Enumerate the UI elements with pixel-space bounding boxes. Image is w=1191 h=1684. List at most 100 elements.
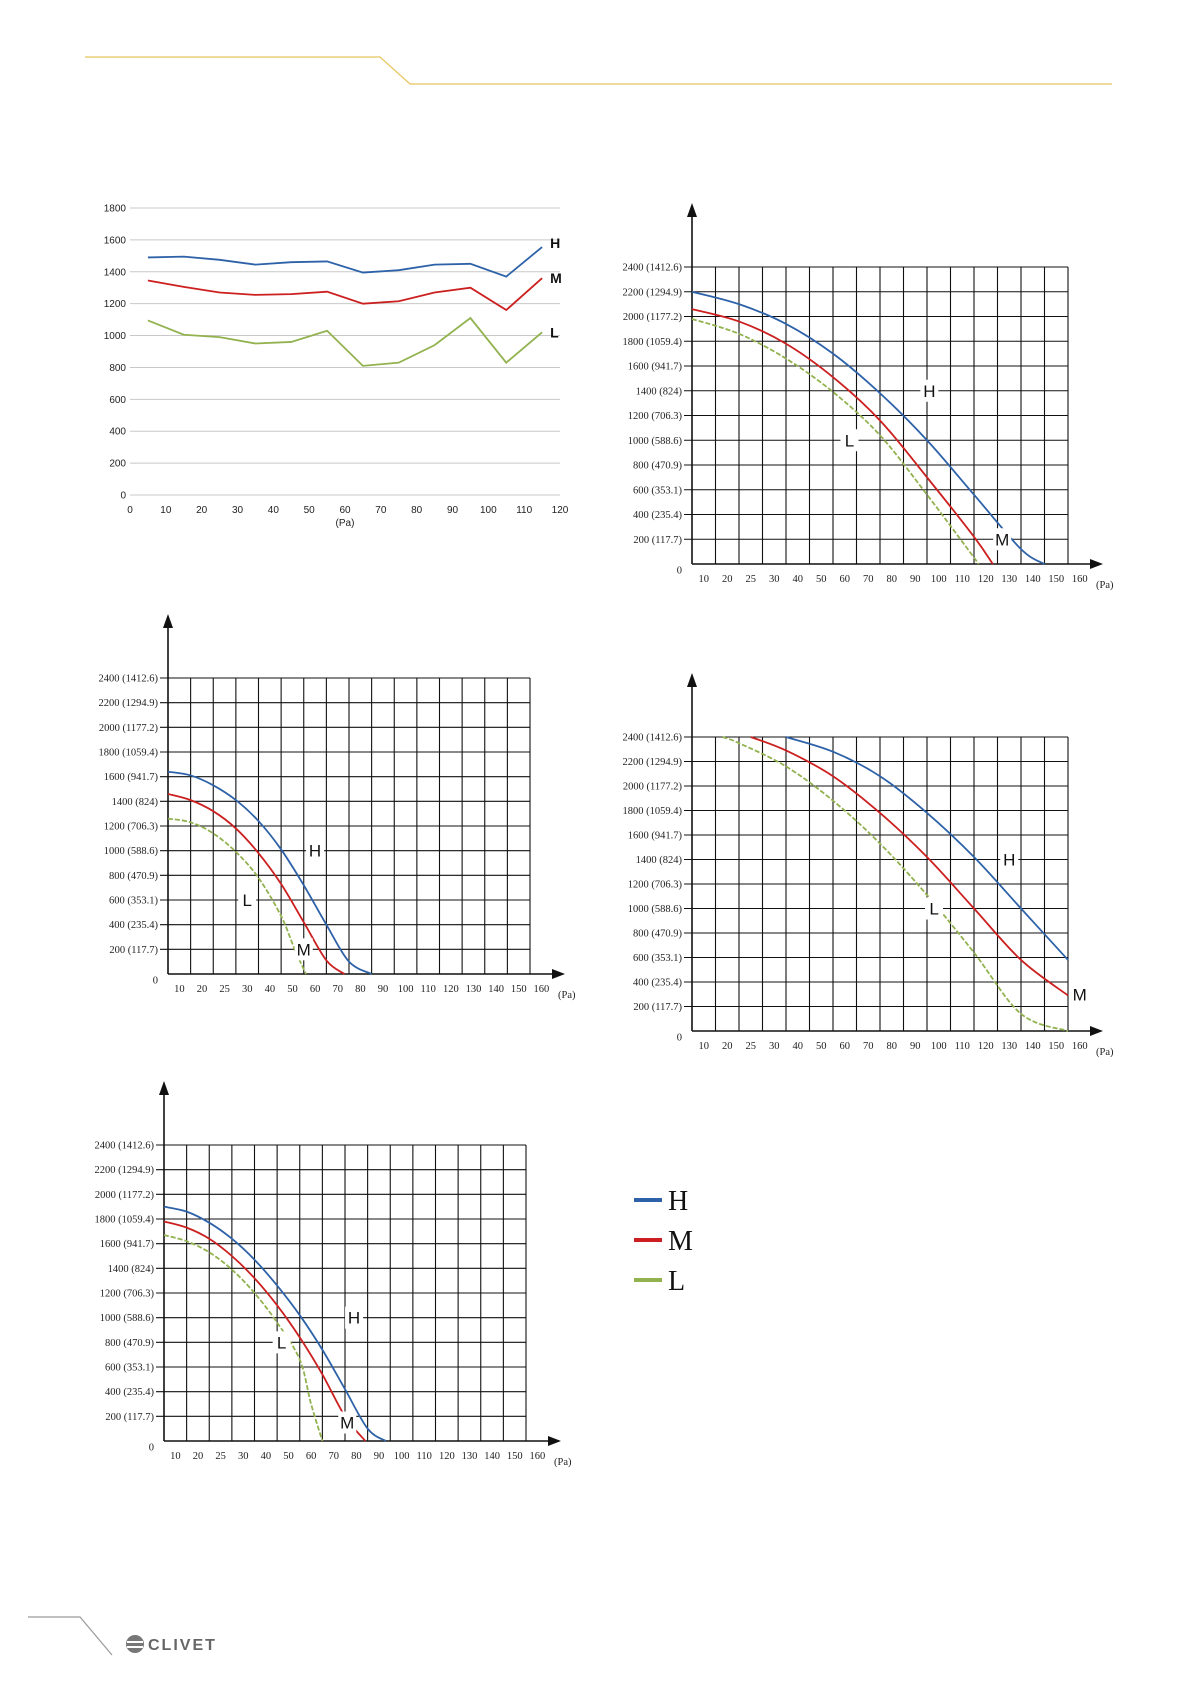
y-tick-label: 1600 (941.7)	[628, 831, 683, 842]
x-tick-label: 110	[421, 984, 436, 995]
annotation-backdrop	[345, 1306, 364, 1329]
y-tick-label: 1200	[104, 299, 127, 310]
x-tick-label: 130	[1001, 1041, 1017, 1052]
series-curve-m	[750, 736, 1069, 997]
y-tick-label: 0	[677, 1033, 682, 1044]
series-line-h	[147, 246, 543, 278]
y-tick-label: 1800 (1059.4)	[623, 806, 683, 817]
curve-label-m: M	[340, 1414, 354, 1433]
x-tick-label: 110	[417, 1451, 432, 1462]
x-tick-label: 60	[306, 1451, 317, 1462]
x-axis-arrow-icon	[548, 1436, 561, 1446]
x-tick-label: 70	[863, 574, 874, 585]
x-tick-label: 70	[328, 1451, 339, 1462]
x-tick-label: 50	[304, 505, 316, 516]
y-tick-label: 1000 (588.6)	[104, 846, 159, 857]
y-axis-arrow-icon	[163, 614, 173, 628]
y-tick-label: 400 (235.4)	[109, 920, 158, 931]
x-tick-label: 80	[351, 1451, 362, 1462]
series-curve-h	[691, 290, 1045, 565]
x-axis-arrow-icon	[552, 969, 565, 979]
footer-decoration: CLIVET	[28, 1616, 215, 1656]
x-tick-label: 25	[215, 1451, 226, 1462]
series-line-l	[147, 316, 543, 367]
x-axis-label: (Pa)	[554, 1457, 572, 1468]
annotation-backdrop	[920, 379, 939, 402]
y-tick-label: 1800	[104, 204, 127, 215]
x-tick-label: 0	[127, 505, 133, 516]
y-tick-label: 400 (235.4)	[105, 1387, 154, 1398]
airflow-chart-5: 0 200 (117.7) 400 (235.4) 600 (353.1) 800 (4…	[95, 1081, 572, 1468]
curve-label-h: H	[348, 1309, 360, 1328]
y-tick-label: 1000 (588.6)	[628, 904, 683, 915]
x-tick-label: 110	[955, 574, 970, 585]
clivet-logo-icon	[126, 1635, 144, 1653]
x-tick-label: 100	[931, 1041, 947, 1052]
x-tick-label: 25	[746, 1041, 757, 1052]
x-tick-label: 100	[394, 1451, 410, 1462]
x-axis-label: (Pa)	[1096, 580, 1114, 591]
x-tick-label: 90	[378, 984, 389, 995]
x-tick-label: 100	[398, 984, 414, 995]
x-tick-label: 30	[242, 984, 253, 995]
x-tick-label: 30	[232, 505, 244, 516]
y-tick-label: 1400	[104, 267, 127, 278]
curve-label-h: H	[309, 842, 321, 861]
x-tick-label: 40	[268, 505, 280, 516]
x-tick-label: 70	[332, 984, 343, 995]
y-tick-label: 800	[109, 363, 126, 374]
x-tick-label: 20	[722, 1041, 733, 1052]
curve-label-m: M	[995, 530, 1009, 549]
x-tick-label: 40	[261, 1451, 272, 1462]
x-tick-label: 120	[978, 574, 994, 585]
airflow-chart-1: 0 200 400 600 800 1000 1200 1400 1600 1800 0 10 20 30…	[104, 204, 569, 530]
x-tick-label: 30	[238, 1451, 249, 1462]
annotation-backdrop	[925, 897, 944, 920]
curve-label-h: H	[923, 382, 935, 401]
x-tick-label: 25	[219, 984, 230, 995]
x-tick-label: 110	[516, 505, 532, 516]
series-curve-m	[167, 793, 346, 975]
y-tick-label: 2400 (1412.6)	[623, 733, 683, 744]
x-tick-label: 150	[507, 1451, 523, 1462]
x-tick-label: 25	[746, 574, 757, 585]
x-tick-label: 160	[529, 1451, 545, 1462]
x-tick-label: 10	[160, 505, 172, 516]
y-tick-label: 1600	[104, 235, 127, 246]
x-axis-arrow-icon	[1090, 559, 1103, 569]
y-tick-label: 1800 (1059.4)	[623, 337, 683, 348]
x-tick-label: 120	[552, 505, 569, 516]
series-curve-h	[163, 1205, 387, 1442]
series-curve-l	[691, 318, 980, 565]
y-tick-label: 1200 (706.3)	[628, 411, 683, 422]
x-tick-label: 90	[910, 574, 921, 585]
x-tick-label: 20	[196, 505, 208, 516]
curve-label-h: H	[1003, 851, 1015, 870]
legend-label-h: H	[668, 1186, 688, 1217]
y-tick-label: 1800 (1059.4)	[99, 748, 159, 759]
y-tick-label: 1400 (824)	[112, 797, 159, 808]
x-tick-label: 10	[174, 984, 185, 995]
y-tick-label: 1000 (588.6)	[628, 436, 683, 447]
x-tick-label: 150	[1048, 1041, 1064, 1052]
x-axis-label: (Pa)	[1096, 1047, 1114, 1058]
x-tick-label: 140	[1025, 1041, 1041, 1052]
curve-label-m: M	[1073, 985, 1087, 1004]
x-tick-label: 90	[447, 505, 459, 516]
y-axis-arrow-icon	[159, 1081, 169, 1095]
x-tick-label: 40	[793, 1041, 804, 1052]
airflow-chart-2: 0 200 (117.7) 400 (235.4) 600 (353.1) 800 (4…	[623, 203, 1114, 591]
y-tick-label: 1200 (706.3)	[100, 1289, 155, 1300]
x-tick-label: 160	[533, 984, 549, 995]
y-tick-label: 200 (117.7)	[109, 945, 158, 956]
x-tick-label: 60	[840, 574, 851, 585]
y-tick-label: 2200 (1294.9)	[99, 698, 159, 709]
y-tick-label: 600 (353.1)	[633, 485, 682, 496]
x-tick-label: 130	[466, 984, 482, 995]
x-tick-label: 30	[769, 574, 780, 585]
series-curve-l	[167, 817, 307, 975]
series-legend: H M L	[634, 1186, 693, 1297]
y-tick-label: 2200 (1294.9)	[623, 757, 683, 768]
x-tick-label: 90	[910, 1041, 921, 1052]
curve-label-m: M	[297, 940, 311, 959]
